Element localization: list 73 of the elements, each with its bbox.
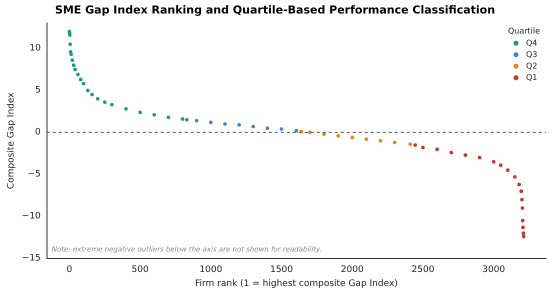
point [73, 68, 77, 72]
point [96, 97, 100, 101]
point [350, 136, 354, 140]
point [266, 126, 270, 130]
point [110, 102, 114, 106]
point [421, 146, 425, 150]
point [308, 130, 312, 134]
point [223, 122, 227, 126]
point [180, 117, 184, 121]
y-tick-label: −15 [22, 254, 41, 264]
point [280, 127, 284, 131]
x-tick-label: 1500 [270, 265, 294, 276]
point [86, 88, 90, 92]
point [70, 58, 74, 62]
legend-label: Q1 [526, 72, 538, 82]
point [69, 52, 73, 56]
x-axis-title: Firm rank (1 = highest composite Gap Index) [194, 278, 398, 289]
point [237, 123, 241, 127]
point [513, 175, 517, 179]
legend-title: Quartile [508, 26, 540, 36]
point [336, 134, 340, 138]
y-axis-title: Composite Gap Index [6, 92, 17, 190]
legend-label: Q2 [526, 61, 538, 70]
point [251, 124, 256, 128]
legend-label: Q3 [526, 50, 538, 59]
point [478, 156, 482, 160]
point [522, 234, 526, 238]
x-tick-label: 500 [132, 265, 149, 276]
y-tick-label: 10 [29, 44, 42, 54]
point [498, 163, 503, 167]
x-tick-label: 2500 [412, 265, 435, 276]
point [435, 147, 439, 151]
point [506, 168, 510, 172]
point [364, 137, 368, 141]
point [185, 118, 189, 122]
point [166, 115, 170, 120]
point [520, 206, 524, 210]
x-tick-label: 0 [66, 265, 73, 276]
y-tick-label: 5 [35, 86, 41, 96]
point [492, 160, 496, 164]
point [519, 189, 524, 193]
point [76, 72, 80, 76]
point [517, 182, 521, 186]
point [138, 110, 142, 114]
point [90, 92, 94, 96]
point [520, 218, 524, 222]
point [294, 128, 298, 133]
y-tick-label: 0 [35, 128, 42, 138]
point [521, 226, 525, 230]
x-tick-label: 2000 [340, 265, 364, 276]
point [72, 63, 76, 67]
legend-label: Q4 [526, 38, 538, 48]
x-tick-label: 3000 [482, 265, 506, 276]
point [449, 150, 454, 154]
point [82, 82, 86, 86]
chart-title: SME Gap Index Ranking and Quartile-Based Performance Classification [54, 3, 496, 16]
point [464, 153, 468, 157]
point [102, 100, 107, 104]
point [209, 120, 213, 124]
y-tick-label: −10 [22, 212, 42, 222]
point [78, 78, 83, 82]
point [413, 143, 417, 147]
x-tick-label: 1000 [199, 265, 223, 276]
point [68, 42, 72, 46]
point [152, 112, 156, 117]
point [378, 139, 382, 143]
y-tick-label: −5 [28, 170, 41, 180]
point [194, 118, 198, 122]
point [408, 142, 412, 146]
point [520, 198, 524, 202]
point [522, 231, 526, 235]
point [392, 140, 396, 144]
point [124, 107, 128, 111]
